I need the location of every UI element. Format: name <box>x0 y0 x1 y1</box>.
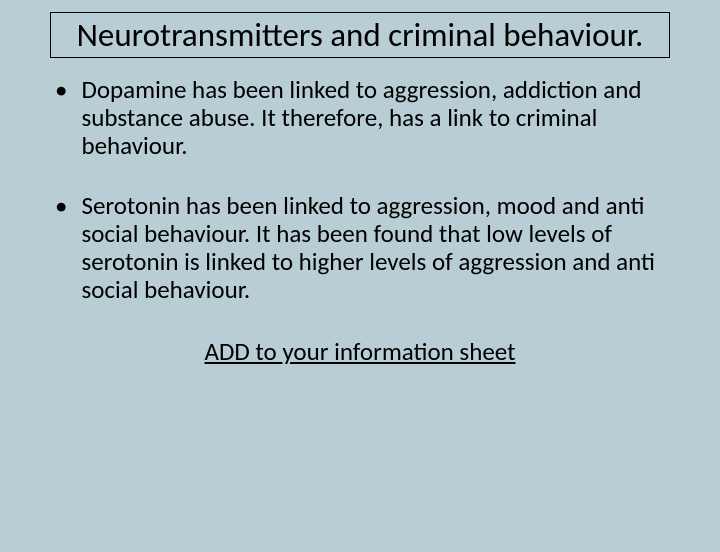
bullet-item: • Serotonin has been linked to aggressio… <box>55 192 665 304</box>
bullet-marker: • <box>55 76 67 160</box>
content-area: • Dopamine has been linked to aggression… <box>0 66 720 367</box>
slide-container: Neurotransmitters and criminal behaviour… <box>0 12 720 552</box>
title-box: Neurotransmitters and criminal behaviour… <box>50 12 670 58</box>
bullet-text: Dopamine has been linked to aggression, … <box>81 76 665 160</box>
bullet-text: Serotonin has been linked to aggression,… <box>81 192 665 304</box>
slide-title: Neurotransmitters and criminal behaviour… <box>71 17 649 53</box>
footer-instruction: ADD to your information sheet <box>55 336 665 367</box>
bullet-item: • Dopamine has been linked to aggression… <box>55 76 665 160</box>
bullet-marker: • <box>55 192 67 304</box>
